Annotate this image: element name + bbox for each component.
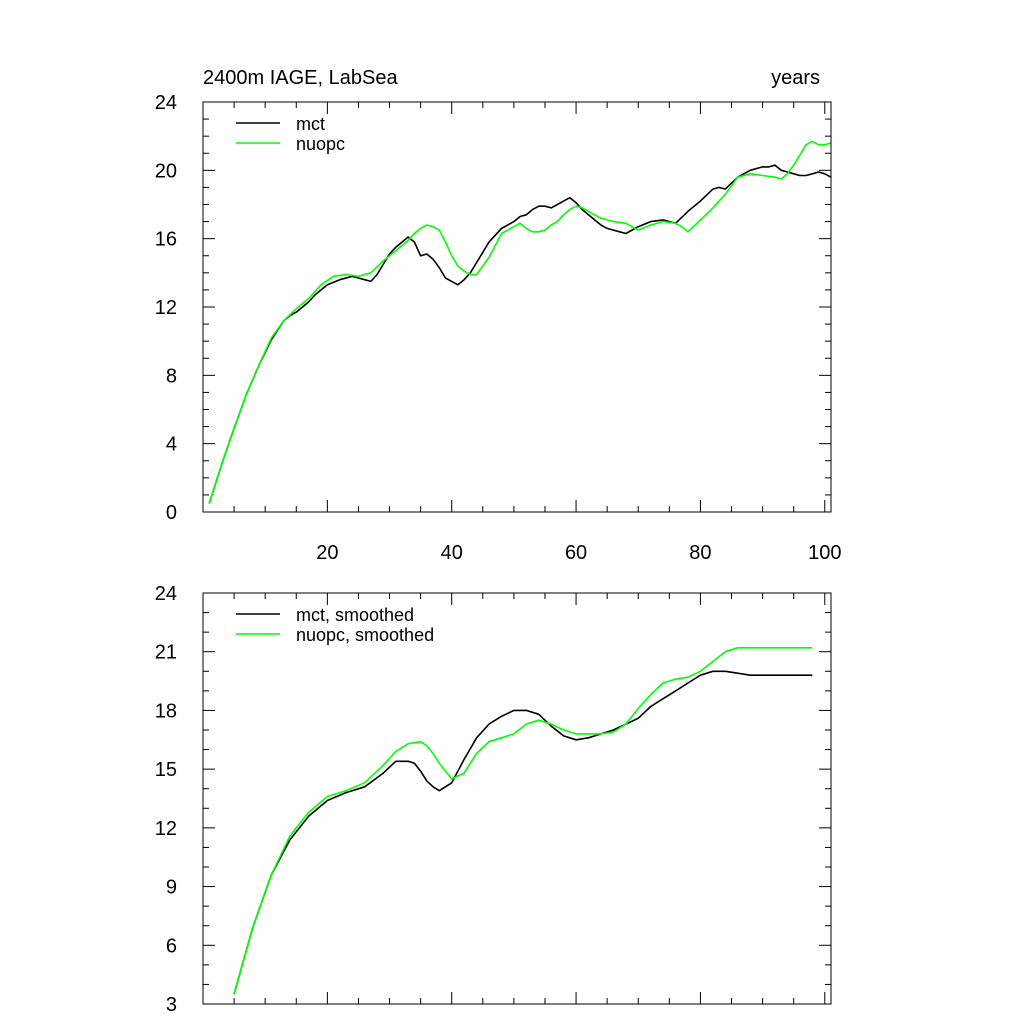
top-y-tick-label-12: 12	[155, 297, 177, 319]
bottom-y-tick-label-9: 9	[166, 877, 177, 899]
top-y-tick-label-20: 20	[155, 160, 177, 182]
top-y-tick-label-24: 24	[155, 92, 177, 114]
top-series-line-nuopc	[208, 140, 832, 504]
bottom-tick-labels: 3 6 9 12 15 18 21 24	[155, 583, 177, 1016]
bottom-y-tick-label-24: 24	[155, 583, 177, 605]
legend-label-mct-smoothed: mct, smoothed	[296, 605, 414, 625]
bottom-plot-frame	[202, 592, 832, 1005]
bottom-series-line-mct-smoothed	[233, 670, 813, 995]
legend-label-nuopc-smoothed: nuopc, smoothed	[296, 625, 434, 645]
bottom-y-tick-label-3: 3	[166, 994, 177, 1016]
bottom-series-line-nuopc-smoothed	[233, 646, 813, 995]
top-y-tick-label-8: 8	[166, 365, 177, 387]
top-series-lines	[208, 140, 832, 504]
top-x-tick-label-40: 40	[441, 542, 463, 564]
top-x-tick-label-80: 80	[689, 542, 711, 564]
top-x-tick-label-20: 20	[316, 542, 338, 564]
bottom-y-tick-label-6: 6	[166, 935, 177, 957]
top-legend: mct nuopc	[236, 114, 345, 154]
bottom-panel: 3 6 9 12 15 18 21 24 mct, smoothed nuopc, smoot…	[155, 583, 832, 1016]
bottom-y-tick-label-15: 15	[155, 759, 177, 781]
bottom-y-tick-label-18: 18	[155, 700, 177, 722]
top-y-tick-label-0: 0	[166, 502, 177, 524]
top-panel: 2400m IAGE, LabSea years 0 4 8 12 16 20 24 20 40…	[155, 67, 842, 564]
top-tick-labels: 0 4 8 12 16 20 24 20 40 60 80 100	[155, 92, 842, 564]
legend-label-mct: mct	[296, 114, 325, 134]
legend-label-nuopc: nuopc	[296, 134, 345, 154]
top-chart-title: 2400m IAGE, LabSea	[203, 67, 398, 89]
top-plot-frame	[202, 101, 832, 513]
bottom-y-tick-label-21: 21	[155, 642, 177, 664]
bottom-y-tick-label-12: 12	[155, 818, 177, 840]
top-series-line-mct	[208, 164, 832, 504]
top-axis-ticks	[203, 101, 831, 513]
top-x-tick-label-100: 100	[808, 542, 841, 564]
top-x-tick-label-60: 60	[565, 542, 587, 564]
top-y-tick-label-4: 4	[166, 434, 177, 456]
bottom-series-lines	[233, 646, 813, 995]
top-y-tick-label-16: 16	[155, 229, 177, 251]
top-chart-units: years	[771, 67, 820, 89]
bottom-legend: mct, smoothed nuopc, smoothed	[236, 605, 434, 645]
bottom-axis-ticks	[203, 592, 831, 1005]
